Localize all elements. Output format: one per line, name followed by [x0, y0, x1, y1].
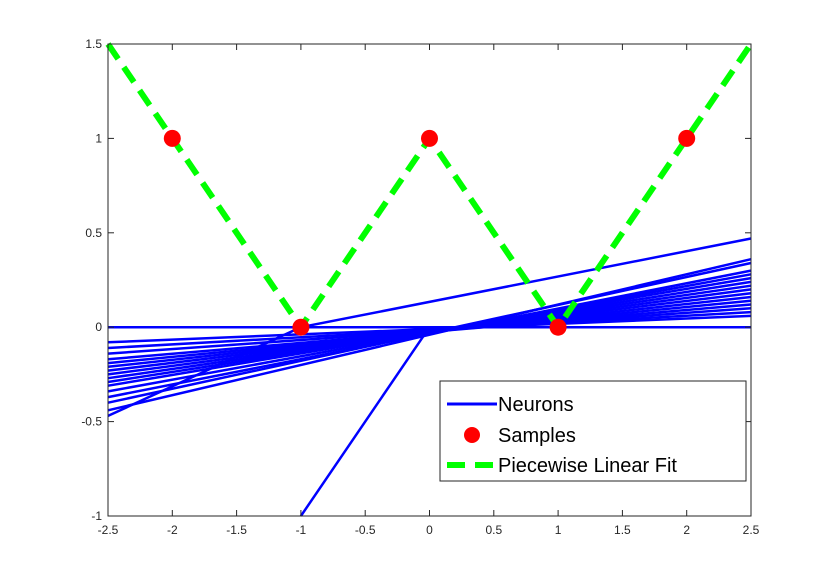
x-tick-label-7: 1	[555, 523, 562, 537]
x-tick-label-4: -0.5	[355, 523, 376, 537]
y-tick-label-3: 0.5	[85, 226, 102, 240]
sample-point-1	[292, 318, 310, 336]
neuron-line-17	[299, 325, 751, 517]
legend-fit-label: Piecewise Linear Fit	[498, 455, 677, 477]
x-tick-label-9: 2	[683, 523, 690, 537]
x-tick-label-8: 1.5	[614, 523, 631, 537]
x-tick-label-10: 2.5	[743, 523, 760, 537]
sample-point-3	[549, 318, 567, 336]
sample-point-0	[163, 129, 181, 147]
x-tick-label-6: 0.5	[485, 523, 502, 537]
sample-points	[163, 129, 696, 336]
y-tick-label-1: -0.5	[81, 415, 102, 429]
neuron-lines	[107, 237, 752, 517]
x-tick-label-3: -1	[296, 523, 307, 537]
x-tick-label-1: -2	[167, 523, 178, 537]
y-tick-label-4: 1	[95, 131, 102, 145]
y-tick-label-5: 1.5	[85, 37, 102, 51]
legend-samples-label: Samples	[498, 425, 576, 447]
sample-point-4	[678, 129, 696, 147]
x-tick-label-5: 0	[426, 523, 433, 537]
x-axis: -2.5 -2 -1.5 -1 -0.5 0 0.5 1 1.5 2 2.5	[98, 44, 760, 537]
legend: Neurons Samples Piecewise Linear Fit	[439, 380, 747, 482]
x-tick-label-2: -1.5	[226, 523, 247, 537]
legend-neurons-label: Neurons	[498, 394, 574, 416]
y-tick-label-2: 0	[95, 320, 102, 334]
sample-point-2	[421, 129, 438, 147]
y-tick-label-0: -1	[91, 509, 102, 523]
legend-samples-swatch	[464, 427, 480, 443]
y-axis: -1 -0.5 0 0.5 1 1.5	[81, 37, 751, 523]
x-tick-label-0: -2.5	[98, 523, 119, 537]
